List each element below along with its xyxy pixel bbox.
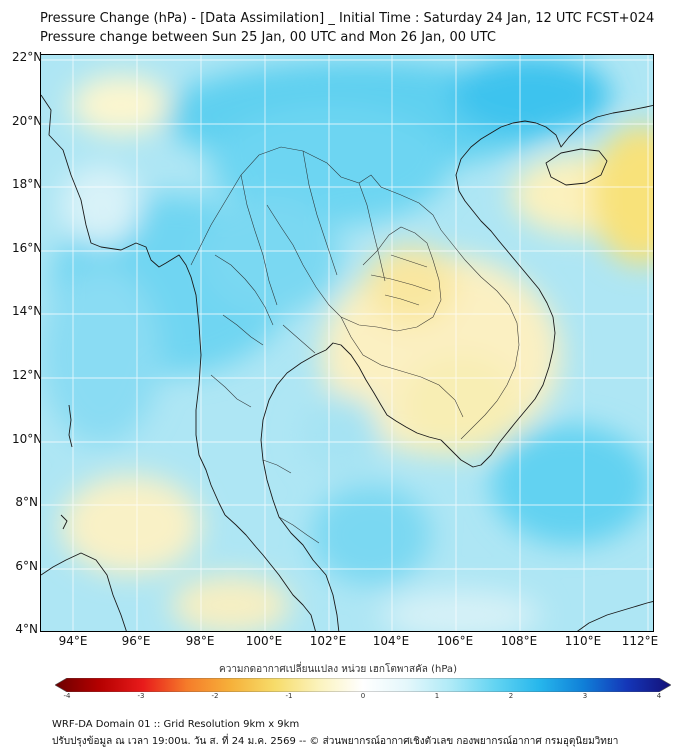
lon-label: 102°E xyxy=(309,634,347,648)
colorbar xyxy=(55,678,671,692)
lat-label: 12°N xyxy=(12,368,43,382)
lat-label: 8°N xyxy=(15,495,38,509)
lat-label: 14°N xyxy=(12,304,43,318)
graticule xyxy=(41,55,653,631)
pressure-field xyxy=(41,55,653,631)
colorbar-tick-label: 3 xyxy=(582,692,588,700)
lon-label: 100°E xyxy=(245,634,283,648)
admin-borders xyxy=(190,146,520,544)
lon-label: 112°E xyxy=(621,634,659,648)
lon-label: 98°E xyxy=(185,634,215,648)
lat-label: 18°N xyxy=(12,177,43,191)
lat-label: 16°N xyxy=(12,241,43,255)
footer-model-info: WRF-DA Domain 01 :: Grid Resolution 9km … xyxy=(52,719,300,730)
lon-label: 110°E xyxy=(564,634,602,648)
lon-label: 94°E xyxy=(58,634,88,648)
lat-label: 4°N xyxy=(15,622,38,636)
colorbar-gradient xyxy=(55,678,671,692)
lon-label: 108°E xyxy=(500,634,538,648)
colorbar-tick-label: 0 xyxy=(360,692,366,700)
colorbar-tick-label: 1 xyxy=(434,692,440,700)
lat-label: 22°N xyxy=(12,50,43,64)
lon-label: 106°E xyxy=(436,634,474,648)
colorbar-tick-label: -3 xyxy=(137,692,145,700)
lon-label: 96°E xyxy=(121,634,151,648)
lat-label: 10°N xyxy=(12,432,43,446)
map-subtitle: Pressure change between Sun 25 Jan, 00 U… xyxy=(40,30,496,45)
coastlines xyxy=(41,94,653,631)
colorbar-tick-label: -4 xyxy=(63,692,71,700)
lon-label: 104°E xyxy=(372,634,410,648)
colorbar-tick-label: -2 xyxy=(211,692,219,700)
lat-label: 6°N xyxy=(15,559,38,573)
colorbar-label: ความกดอากาศเปลี่ยนแปลง หน่วย เฮกโตพาสคัล… xyxy=(219,664,457,675)
lat-label: 20°N xyxy=(12,114,43,128)
colorbar-tick-label: 2 xyxy=(508,692,514,700)
colorbar-tick-label: 4 xyxy=(656,692,662,700)
pressure-change-map xyxy=(40,54,654,632)
footer-credit: ปรับปรุงข้อมูล ณ เวลา 19:00น. วัน ส. ที่… xyxy=(52,736,619,747)
map-title: Pressure Change (hPa) - [Data Assimilati… xyxy=(40,11,655,26)
colorbar-tick-label: -1 xyxy=(285,692,293,700)
